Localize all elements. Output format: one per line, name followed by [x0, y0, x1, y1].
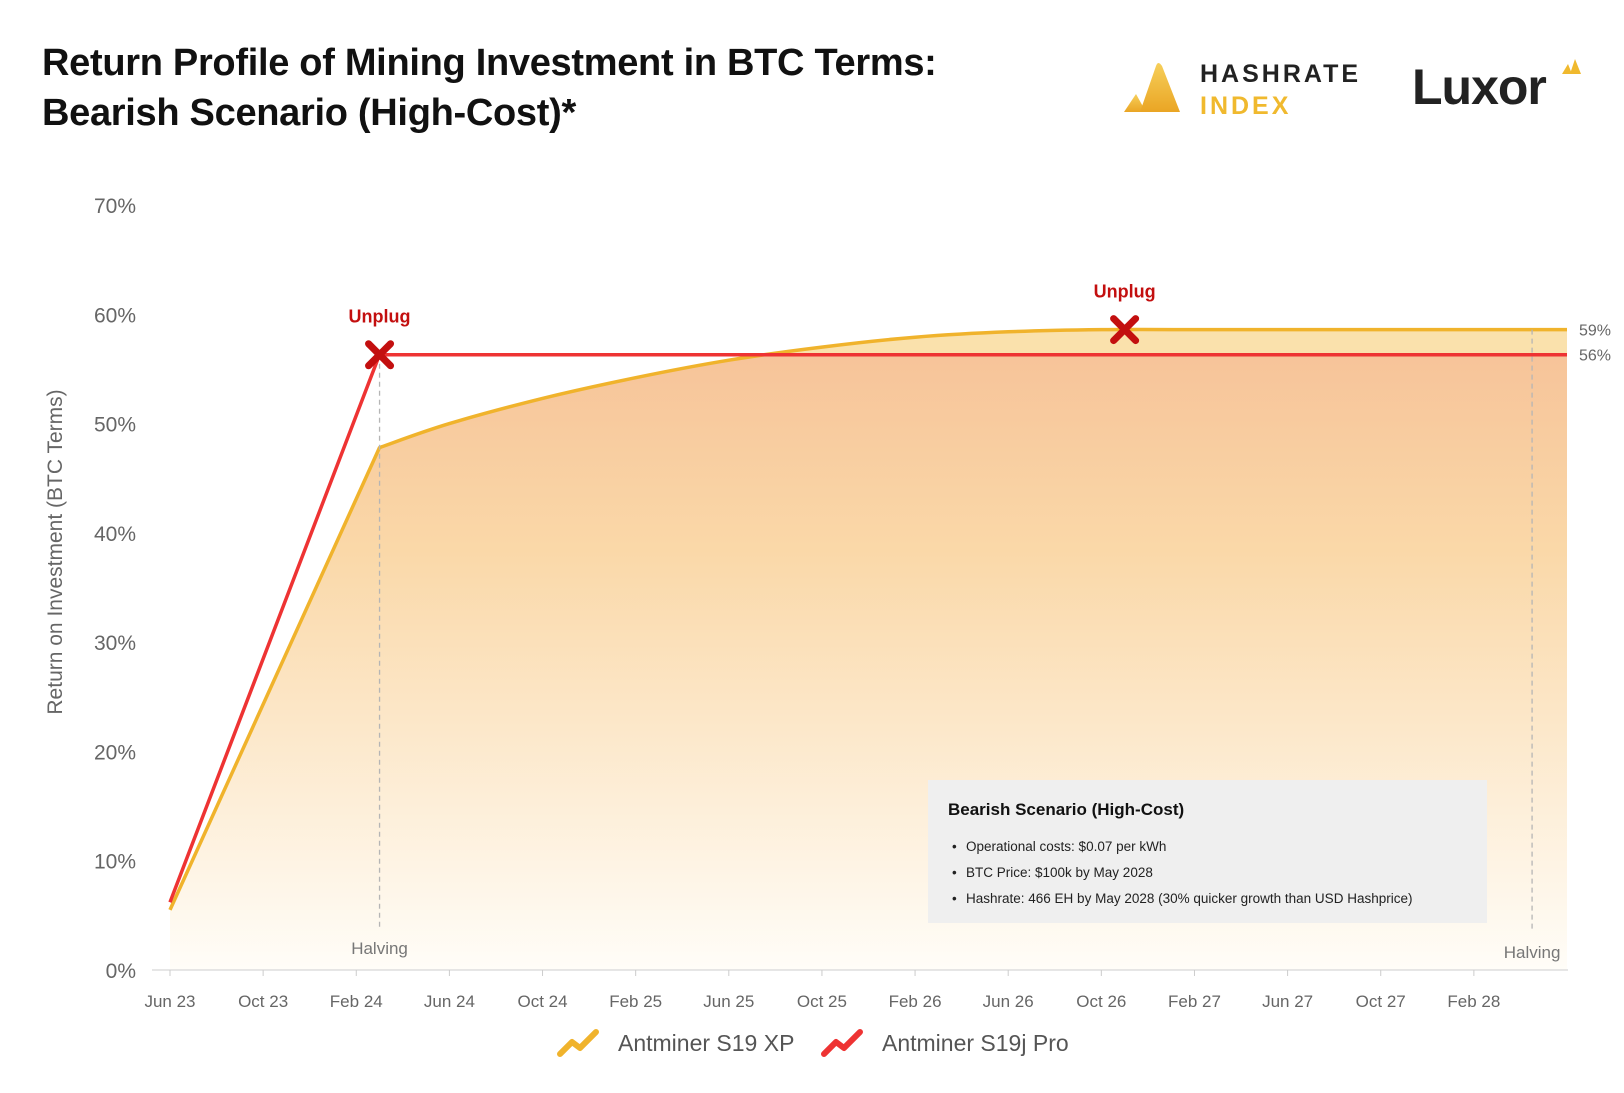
x-tick-label: Jun 26	[983, 992, 1034, 1011]
line-chart-icon	[820, 1028, 864, 1058]
y-tick-label: 50%	[94, 414, 136, 437]
x-tick-label: Feb 25	[609, 992, 662, 1011]
halving-label: Halving	[351, 939, 408, 958]
scenario-info-box: Bearish Scenario (High-Cost) Operational…	[928, 780, 1487, 923]
x-tick-label: Oct 24	[517, 992, 567, 1011]
legend-label: Antminer S19j Pro	[882, 1030, 1069, 1057]
x-tick-label: Feb 27	[1168, 992, 1221, 1011]
x-tick-label: Oct 27	[1356, 992, 1406, 1011]
scenario-item: Operational costs: $0.07 per kWh	[948, 834, 1412, 860]
y-tick-label: 70%	[94, 195, 136, 218]
line-chart-icon	[556, 1028, 600, 1058]
x-tick-label: Oct 25	[797, 992, 847, 1011]
unplug-label: Unplug	[1094, 282, 1156, 302]
y-tick-label: 40%	[94, 523, 136, 546]
y-axis-label: Return on Investment (BTC Terms)	[44, 389, 67, 714]
scenario-heading: Bearish Scenario (High-Cost)	[948, 800, 1184, 820]
y-tick-label: 30%	[94, 632, 136, 655]
halving-label: Halving	[1504, 943, 1561, 962]
x-tick-label: Jun 23	[144, 992, 195, 1011]
scenario-item: Hashrate: 466 EH by May 2028 (30% quicke…	[948, 886, 1412, 912]
unplug-label: Unplug	[349, 307, 411, 327]
end-label-s19jpro: 56%	[1579, 348, 1611, 365]
y-tick-label: 60%	[94, 304, 136, 327]
legend: Antminer S19 XP Antminer S19j Pro	[0, 1028, 1624, 1068]
y-tick-label: 10%	[94, 851, 136, 874]
legend-label: Antminer S19 XP	[618, 1030, 794, 1057]
x-tick-label: Jun 27	[1262, 992, 1313, 1011]
x-tick-label: Jun 25	[703, 992, 754, 1011]
x-tick-label: Oct 26	[1076, 992, 1126, 1011]
legend-item-s19jpro[interactable]: Antminer S19j Pro	[820, 1028, 1069, 1058]
y-tick-label: 0%	[106, 960, 136, 983]
end-label-s19xp: 59%	[1579, 323, 1611, 340]
scenario-item: BTC Price: $100k by May 2028	[948, 860, 1412, 886]
x-tick-label: Jun 24	[424, 992, 475, 1011]
chart: 0% 10% 20% 30% 40% 50% 60% 70% Jun 23 Oct 23 Feb 2…	[0, 0, 1624, 1093]
x-tick-label: Oct 23	[238, 992, 288, 1011]
y-tick-label: 20%	[94, 741, 136, 764]
x-tick-label: Feb 28	[1447, 992, 1500, 1011]
scenario-list: Operational costs: $0.07 per kWh BTC Pri…	[948, 834, 1412, 912]
x-tick-label: Feb 26	[889, 992, 942, 1011]
legend-item-s19xp[interactable]: Antminer S19 XP	[556, 1028, 794, 1058]
x-tick-label: Feb 24	[330, 992, 383, 1011]
